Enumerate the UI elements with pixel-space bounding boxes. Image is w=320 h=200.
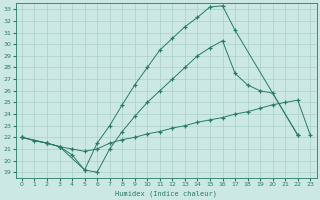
X-axis label: Humidex (Indice chaleur): Humidex (Indice chaleur) [115, 190, 217, 197]
